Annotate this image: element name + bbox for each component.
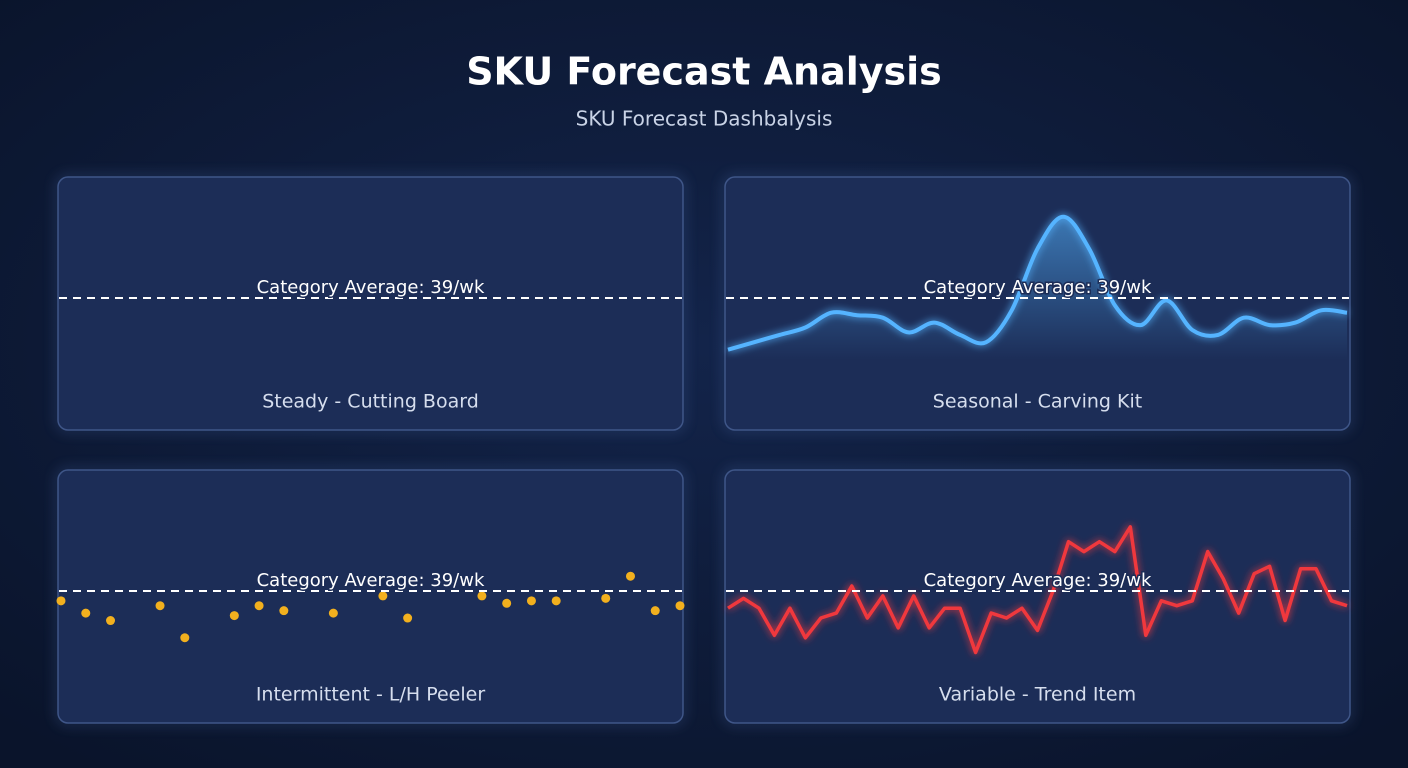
- data-point: [155, 601, 165, 611]
- data-point: [106, 616, 116, 626]
- average-label: Category Average: 39/wk: [924, 570, 1152, 591]
- panel-title: Variable - Trend Item: [939, 684, 1136, 706]
- series-line: [727, 214, 1348, 352]
- data-point: [378, 591, 388, 601]
- panel: Category Average: 39/wk Seasonal - Carvin…: [723, 175, 1352, 432]
- data-point: [601, 593, 611, 603]
- panel: Category Average: 39/wk Steady - Cutting …: [56, 175, 685, 432]
- data-point: [254, 601, 264, 611]
- average-label: Category Average: 39/wk: [257, 277, 485, 298]
- page-subtitle: SKU Forecast Dashbalysis: [576, 107, 833, 131]
- series-area: [728, 216, 1347, 360]
- data-point: [328, 608, 338, 618]
- data-point: [279, 606, 289, 616]
- panel-frame: [57, 176, 684, 431]
- data-point: [81, 608, 91, 618]
- page-title: SKU Forecast Analysis: [466, 50, 942, 94]
- panels: Category Average: 39/wk Steady - Cutting …: [56, 175, 1352, 725]
- data-point: [229, 611, 239, 621]
- data-point: [180, 633, 190, 643]
- data-point: [625, 571, 635, 581]
- panel: Category Average: 39/wk Variable - Trend …: [723, 468, 1352, 725]
- series-line: [727, 525, 1348, 655]
- average-label: Category Average: 39/wk: [257, 570, 485, 591]
- panel: Category Average: 39/wk Intermittent - L/…: [56, 468, 685, 725]
- data-point: [403, 613, 413, 623]
- data-point: [56, 596, 66, 606]
- data-point: [477, 591, 487, 601]
- average-label: Category Average: 39/wk: [924, 277, 1152, 298]
- data-point: [675, 601, 685, 611]
- data-point: [650, 606, 660, 616]
- panel-frame: [724, 469, 1351, 724]
- data-point: [526, 596, 536, 606]
- panel-title: Steady - Cutting Board: [262, 391, 479, 413]
- panel-title: Seasonal - Carving Kit: [933, 391, 1142, 413]
- data-point: [551, 596, 561, 606]
- panel-title: Intermittent - L/H Peeler: [256, 684, 486, 706]
- panel-frame: [57, 469, 684, 724]
- data-point: [502, 598, 512, 608]
